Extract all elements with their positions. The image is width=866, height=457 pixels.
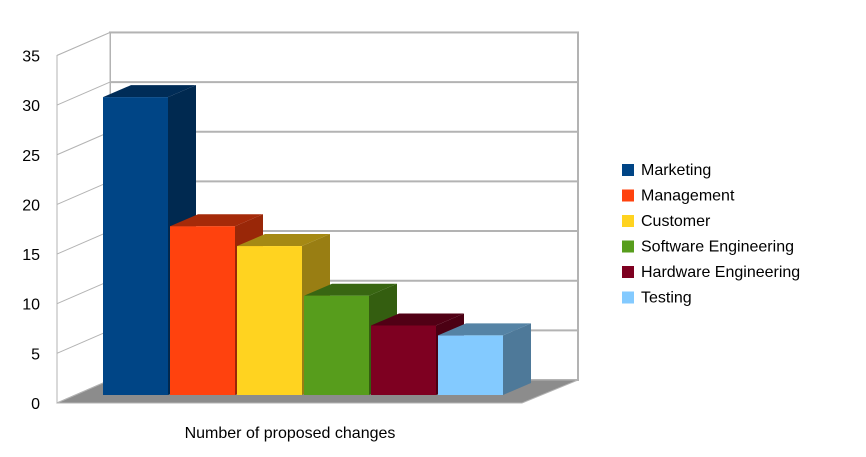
bar-top [438,323,531,336]
bar-top [103,85,196,98]
bar-management [170,226,235,395]
y-tick-label: 25 [22,148,40,165]
bar-marketing [103,97,168,395]
y-tick-label: 10 [22,297,40,314]
legend-swatch [622,291,634,304]
legend-label: Software Engineering [641,239,794,256]
legend-label: Testing [641,290,692,307]
y-tick-label: 0 [31,396,40,413]
left-wall-gridline [56,31,111,56]
bar-top [170,214,263,227]
left-wall-gridline [56,81,111,106]
y-tick-label: 20 [22,197,40,214]
left-wall-gridline [56,180,111,205]
bar-software-engineering [304,295,369,395]
legend-label: Hardware Engineering [641,264,800,281]
legend-label: Management [641,188,735,205]
bar-top [371,313,464,326]
legend-swatch [622,266,634,278]
left-wall [56,31,111,404]
legend-swatch [622,240,634,253]
bar-hardware-engineering [371,325,436,395]
bar-top [237,234,330,247]
bar-customer [237,246,302,395]
bar-testing [438,335,503,395]
legend-label: Marketing [641,162,711,179]
y-tick-label: 30 [22,98,40,115]
y-tick-label: 15 [22,247,40,264]
bar-top [304,283,397,296]
y-tick-label: 35 [22,48,40,65]
left-wall-gridline [56,230,111,255]
legend-swatch [622,164,634,176]
x-axis-label: Number of proposed changes [185,425,396,442]
y-tick-label: 5 [31,346,40,363]
legend-label: Customer [641,213,711,230]
legend-swatch [622,215,634,227]
left-wall-gridline [56,280,111,305]
left-wall-gridline [56,329,111,354]
bar-side [503,323,531,395]
left-wall-gridline [56,131,111,156]
legend-swatch [622,189,634,202]
